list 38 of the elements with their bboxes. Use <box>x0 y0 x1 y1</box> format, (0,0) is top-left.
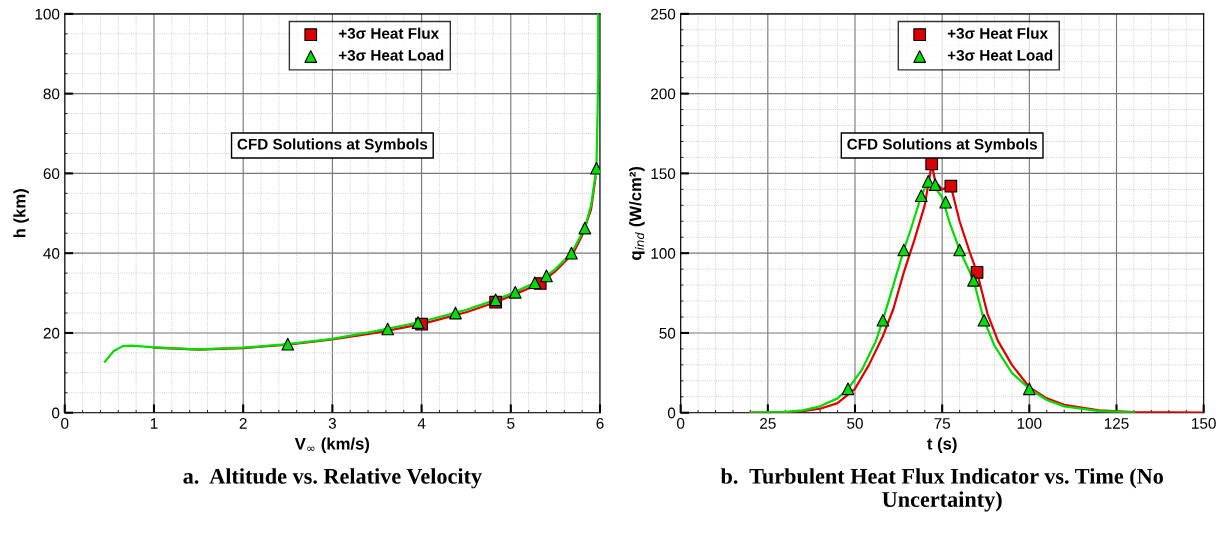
x-tick-label: 125 <box>1104 417 1129 429</box>
annotation: CFD Solutions at Symbols <box>847 138 1038 153</box>
x-tick-label: 6 <box>596 417 604 429</box>
y-tick-label: 250 <box>651 8 676 20</box>
x-tick-label: 150 <box>1192 417 1216 429</box>
annotation: CFD Solutions at Symbols <box>237 138 428 153</box>
x-tick-label: 50 <box>847 417 863 429</box>
legend-label: +3σ Heat Flux <box>947 27 1048 39</box>
y-tick-label: 0 <box>667 407 676 419</box>
legend-label: +3σ Heat Flux <box>338 27 440 39</box>
x-tick-label: 100 <box>1017 417 1042 429</box>
legend-label: +3σ Heat Load <box>947 49 1053 61</box>
x-axis-title: V$_{∞}$ (km/s) <box>294 437 370 453</box>
y-tick-label: 200 <box>651 88 676 100</box>
text: b. Turbulent Heat Flux Indicator vs. Time (No Uncertainty) <box>720 468 1163 512</box>
x-axis-title: t (s) <box>927 437 957 453</box>
y-axis-title: h (km) <box>13 189 29 238</box>
x-tick-label: 5 <box>507 418 515 429</box>
y-tick-label: 20 <box>43 327 60 339</box>
y-axis-title: q$_{ind}$ (W/cm²) <box>629 166 645 260</box>
y-tick-label: 80 <box>43 88 60 100</box>
text: a. Altitude vs. Relative Velocity <box>183 468 482 489</box>
x-tick-label: 4 <box>417 418 426 429</box>
x-tick-label: 75 <box>934 418 951 429</box>
y-tick-label: 40 <box>43 248 60 259</box>
y-tick-label: 100 <box>35 8 60 20</box>
y-tick-label: 150 <box>651 168 676 180</box>
x-tick-label: 1 <box>150 418 158 429</box>
y-tick-label: 60 <box>43 168 60 180</box>
y-tick-label: 50 <box>659 327 676 339</box>
legend-label: +3σ Heat Load <box>338 49 444 61</box>
x-tick-label: 0 <box>677 417 685 429</box>
x-tick-label: 0 <box>61 417 69 429</box>
y-tick-label: 0 <box>52 407 60 419</box>
x-tick-label: 2 <box>239 417 247 429</box>
y-tick-label: 100 <box>651 248 676 259</box>
x-tick-label: 25 <box>760 417 776 429</box>
x-tick-label: 3 <box>328 417 336 429</box>
